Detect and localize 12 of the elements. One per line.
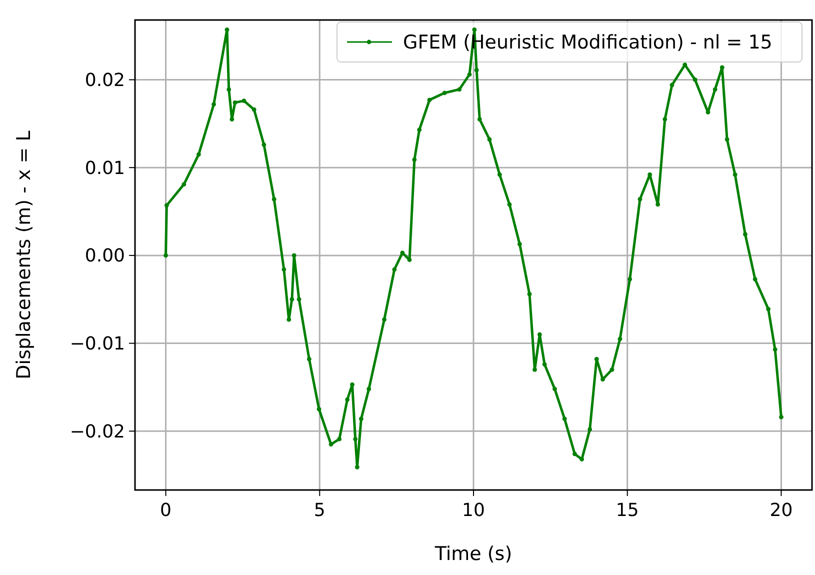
x-tick-label: 20 [770,500,793,521]
y-tick-label: 0.02 [84,70,125,92]
y-tick-label: −0.01 [70,334,125,355]
x-tick-label: 5 [314,500,326,521]
x-tick-label: 0 [160,500,172,521]
y-tick-label: 0.00 [84,246,125,267]
y-tick-label: 0.01 [84,158,125,179]
x-tick-label: 10 [462,500,485,521]
y-tick-label: −0.02 [70,421,125,442]
y-axis-title: Displacements (m) - x = L [13,130,35,380]
x-axis-title: Time (s) [434,543,512,565]
x-tick-label: 15 [616,500,639,521]
